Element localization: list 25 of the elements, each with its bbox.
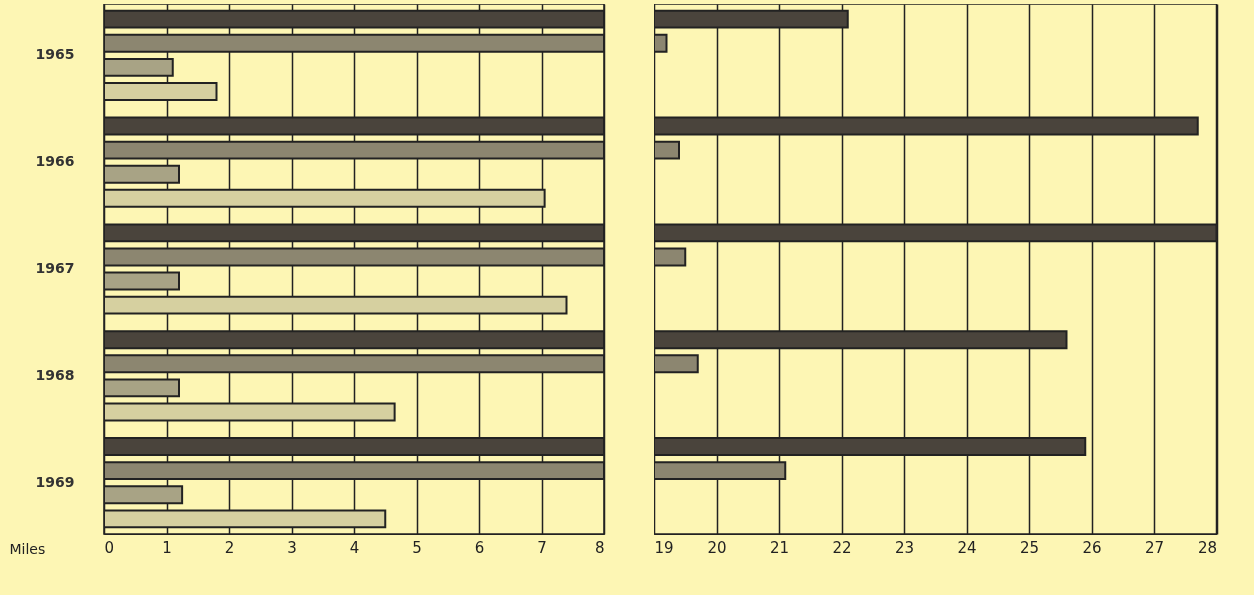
x-tick-label: 4: [349, 538, 360, 557]
y-tick-label: 1966: [35, 153, 75, 170]
x-axis-title: Miles: [9, 540, 46, 557]
x-tick-label: 1: [162, 538, 172, 557]
x-tick-label: 21: [769, 538, 790, 557]
x-tick-label: 2: [224, 538, 235, 557]
x-tick-label: 19: [654, 538, 674, 557]
y-tick-label: 1968: [35, 366, 75, 383]
x-tick-label: 5: [412, 538, 422, 557]
x-tick-label: 28: [1197, 538, 1217, 557]
x-tick-label: 22: [832, 538, 852, 557]
x-tick-label: 0: [104, 538, 115, 557]
x-tick-label: 3: [287, 538, 297, 557]
x-tick-label: 26: [1082, 538, 1102, 557]
x-tick-label: 6: [474, 538, 485, 557]
x-tick-label: 25: [1019, 538, 1040, 557]
x-tick-label: 23: [894, 538, 915, 557]
y-tick-label: 1969: [35, 473, 75, 490]
y-tick-label: 1967: [35, 260, 75, 276]
x-tick-label: 7: [537, 538, 547, 557]
x-tick-label: 8: [594, 538, 605, 557]
x-tick-label: 20: [707, 538, 727, 557]
x-tick-label: 24: [957, 538, 977, 557]
x-tick-label: 27: [1144, 538, 1165, 557]
y-tick-label: 1965: [35, 46, 75, 63]
